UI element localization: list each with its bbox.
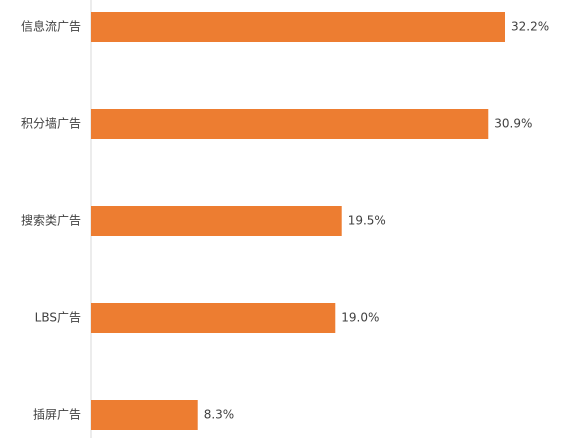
value-label-0: 32.2% [511, 20, 549, 34]
value-label-1: 30.9% [494, 117, 532, 131]
category-label-3: LBS广告 [35, 311, 81, 325]
value-label-3: 19.0% [341, 311, 379, 325]
bars-layer [91, 12, 505, 430]
bar-3 [91, 303, 336, 333]
bar-2 [91, 206, 342, 236]
value-label-2: 19.5% [348, 214, 386, 228]
category-label-4: 插屏广告 [33, 408, 81, 422]
category-label-2: 搜索类广告 [21, 213, 81, 228]
category-label-1: 积分墙广告 [21, 117, 81, 131]
bar-0 [91, 12, 505, 42]
value-label-4: 8.3% [204, 408, 235, 422]
labels-layer: 信息流广告 32.2% 积分墙广告 30.9% 搜索类广告 19.5% LBS广告 19.0%… [21, 19, 549, 422]
bar-4 [91, 400, 198, 430]
category-label-0: 信息流广告 [21, 19, 81, 34]
bar-1 [91, 109, 489, 139]
